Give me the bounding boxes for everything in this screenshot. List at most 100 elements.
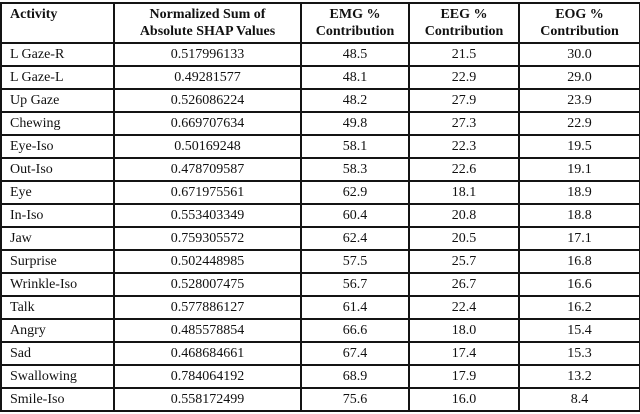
cell-activity: Wrinkle-Iso	[0, 272, 115, 297]
cell-emg: 48.2	[300, 88, 410, 113]
cell-eog: 23.9	[518, 88, 640, 113]
cell-shap: 0.485578854	[113, 318, 302, 343]
table-header-row: Activity Normalized Sum of Absolute SHAP …	[0, 2, 640, 44]
cell-shap: 0.553403349	[113, 203, 302, 228]
cell-eeg: 22.9	[408, 65, 520, 90]
table-row: Out-Iso 0.478709587 58.3 22.6 19.1	[0, 157, 640, 182]
cell-eog: 19.1	[518, 157, 640, 182]
table-row: Chewing 0.669707634 49.8 27.3 22.9	[0, 111, 640, 136]
cell-activity: Angry	[0, 318, 115, 343]
cell-eog: 30.0	[518, 42, 640, 67]
table-row: Sad 0.468684661 67.4 17.4 15.3	[0, 341, 640, 366]
cell-emg: 67.4	[300, 341, 410, 366]
cell-eeg: 20.5	[408, 226, 520, 251]
cell-eog: 22.9	[518, 111, 640, 136]
cell-emg: 58.1	[300, 134, 410, 159]
cell-shap: 0.671975561	[113, 180, 302, 205]
cell-emg: 48.5	[300, 42, 410, 67]
table-row: L Gaze-R 0.517996133 48.5 21.5 30.0	[0, 42, 640, 67]
cell-eog: 8.4	[518, 387, 640, 412]
column-header-shap: Normalized Sum of Absolute SHAP Values	[113, 2, 302, 44]
cell-activity: Eye	[0, 180, 115, 205]
cell-activity: L Gaze-R	[0, 42, 115, 67]
cell-shap: 0.577886127	[113, 295, 302, 320]
cell-eog: 16.8	[518, 249, 640, 274]
cell-eeg: 22.6	[408, 157, 520, 182]
cell-shap: 0.558172499	[113, 387, 302, 412]
table-body: L Gaze-R 0.517996133 48.5 21.5 30.0 L Gaze-L 0…	[0, 42, 640, 412]
cell-activity: Talk	[0, 295, 115, 320]
table-row: Swallowing 0.784064192 68.9 17.9 13.2	[0, 364, 640, 389]
cell-eog: 19.5	[518, 134, 640, 159]
cell-eog: 18.8	[518, 203, 640, 228]
cell-eeg: 25.7	[408, 249, 520, 274]
cell-eog: 15.3	[518, 341, 640, 366]
cell-emg: 66.6	[300, 318, 410, 343]
cell-emg: 62.4	[300, 226, 410, 251]
cell-activity: In-Iso	[0, 203, 115, 228]
cell-emg: 62.9	[300, 180, 410, 205]
table-row: L Gaze-L 0.49281577 48.1 22.9 29.0	[0, 65, 640, 90]
cell-emg: 61.4	[300, 295, 410, 320]
cell-shap: 0.49281577	[113, 65, 302, 90]
cell-eeg: 17.4	[408, 341, 520, 366]
cell-activity: Sad	[0, 341, 115, 366]
table-row: Eye 0.671975561 62.9 18.1 18.9	[0, 180, 640, 205]
cell-shap: 0.526086224	[113, 88, 302, 113]
cell-eeg: 20.8	[408, 203, 520, 228]
table-row: Talk 0.577886127 61.4 22.4 16.2	[0, 295, 640, 320]
cell-shap: 0.528007475	[113, 272, 302, 297]
table-row: In-Iso 0.553403349 60.4 20.8 18.8	[0, 203, 640, 228]
cell-eeg: 26.7	[408, 272, 520, 297]
column-header-eog: EOG % Contribution	[518, 2, 640, 44]
cell-eeg: 22.3	[408, 134, 520, 159]
table-row: Angry 0.485578854 66.6 18.0 15.4	[0, 318, 640, 343]
cell-emg: 57.5	[300, 249, 410, 274]
cell-eog: 29.0	[518, 65, 640, 90]
cell-eog: 13.2	[518, 364, 640, 389]
cell-activity: Smile-Iso	[0, 387, 115, 412]
cell-eeg: 17.9	[408, 364, 520, 389]
cell-emg: 49.8	[300, 111, 410, 136]
column-header-emg: EMG % Contribution	[300, 2, 410, 44]
table-row: Wrinkle-Iso 0.528007475 56.7 26.7 16.6	[0, 272, 640, 297]
cell-eog: 18.9	[518, 180, 640, 205]
cell-eeg: 27.9	[408, 88, 520, 113]
cell-activity: Out-Iso	[0, 157, 115, 182]
table-row: Smile-Iso 0.558172499 75.6 16.0 8.4	[0, 387, 640, 412]
cell-eog: 17.1	[518, 226, 640, 251]
cell-eeg: 16.0	[408, 387, 520, 412]
cell-eeg: 27.3	[408, 111, 520, 136]
cell-activity: L Gaze-L	[0, 65, 115, 90]
cell-emg: 56.7	[300, 272, 410, 297]
cell-activity: Swallowing	[0, 364, 115, 389]
cell-activity: Chewing	[0, 111, 115, 136]
cell-activity: Surprise	[0, 249, 115, 274]
cell-shap: 0.478709587	[113, 157, 302, 182]
cell-emg: 58.3	[300, 157, 410, 182]
cell-emg: 75.6	[300, 387, 410, 412]
cell-eeg: 22.4	[408, 295, 520, 320]
table-row: Eye-Iso 0.50169248 58.1 22.3 19.5	[0, 134, 640, 159]
cell-shap: 0.669707634	[113, 111, 302, 136]
cell-eog: 15.4	[518, 318, 640, 343]
table-row: Surprise 0.502448985 57.5 25.7 16.8	[0, 249, 640, 274]
cell-shap: 0.517996133	[113, 42, 302, 67]
table-header: Activity Normalized Sum of Absolute SHAP …	[0, 2, 640, 44]
cell-shap: 0.50169248	[113, 134, 302, 159]
cell-eog: 16.6	[518, 272, 640, 297]
cell-shap: 0.784064192	[113, 364, 302, 389]
cell-activity: Jaw	[0, 226, 115, 251]
cell-emg: 48.1	[300, 65, 410, 90]
column-header-activity: Activity	[0, 2, 115, 44]
cell-eog: 16.2	[518, 295, 640, 320]
cell-emg: 68.9	[300, 364, 410, 389]
cell-eeg: 18.0	[408, 318, 520, 343]
cell-eeg: 21.5	[408, 42, 520, 67]
cell-shap: 0.759305572	[113, 226, 302, 251]
cell-activity: Eye-Iso	[0, 134, 115, 159]
table-row: Jaw 0.759305572 62.4 20.5 17.1	[0, 226, 640, 251]
column-header-eeg: EEG % Contribution	[408, 2, 520, 44]
